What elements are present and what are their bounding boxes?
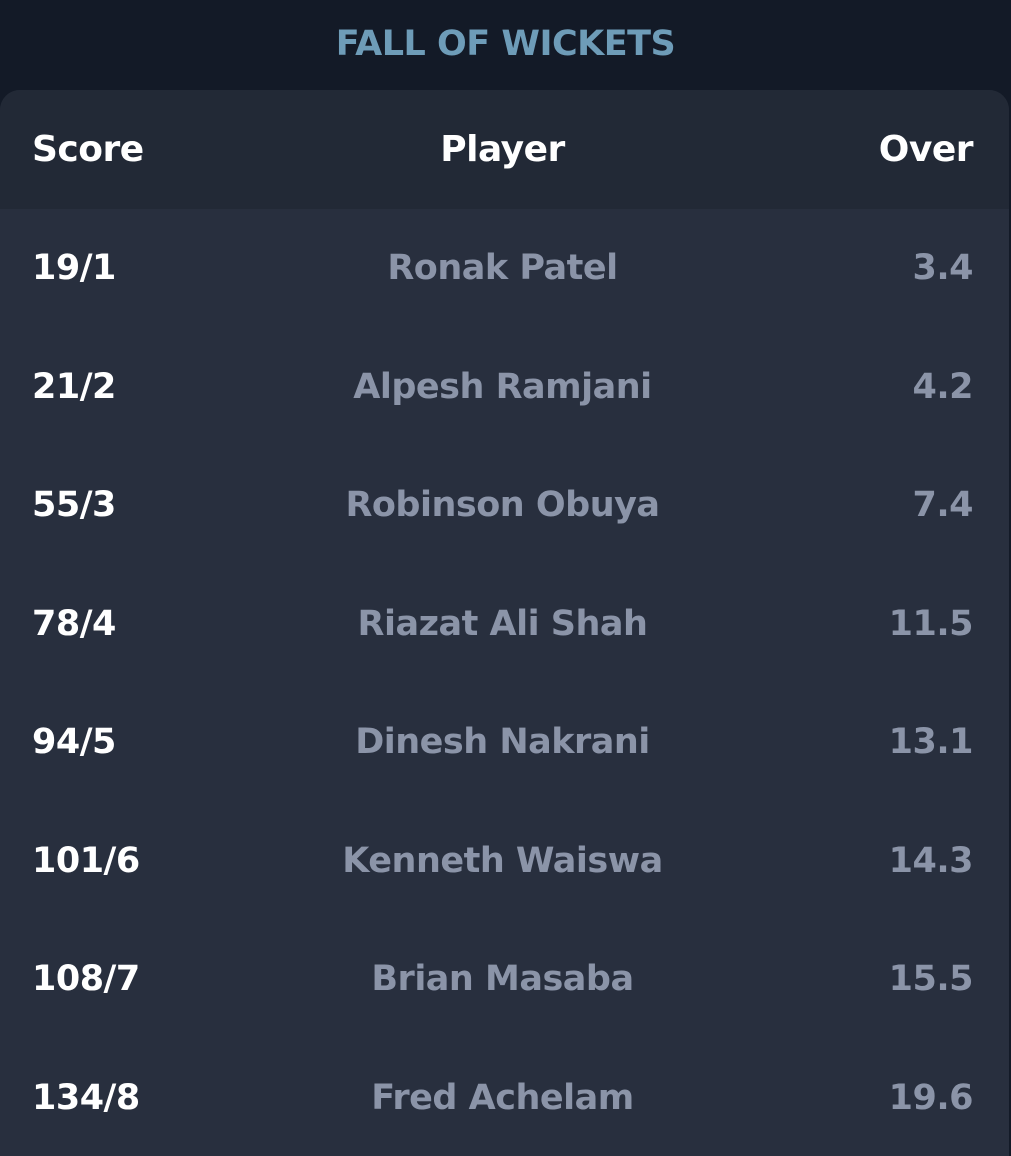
wicket-player[interactable]: Fred Achelam [371,1077,634,1118]
table-row: 94/5 Dinesh Nakrani 13.1 [0,683,1009,802]
section-title: FALL OF WICKETS [335,24,676,64]
wicket-player[interactable]: Dinesh Nakrani [355,722,650,763]
wicket-score: 134/8 [32,1077,140,1118]
wicket-score: 21/2 [32,366,116,407]
table-row: 78/4 Riazat Ali Shah 11.5 [0,565,1009,684]
wicket-over: 3.4 [912,248,973,289]
column-header-over: Over [878,129,974,170]
wicket-score: 19/1 [32,248,116,289]
wicket-over: 4.2 [912,366,973,407]
wicket-over: 13.1 [888,722,974,763]
wicket-score: 94/5 [32,722,116,763]
wicket-score: 108/7 [32,959,140,1000]
wicket-over: 7.4 [912,485,973,526]
wicket-score: 78/4 [32,603,116,644]
table-row: 21/2 Alpesh Ramjani 4.2 [0,328,1009,447]
wicket-over: 14.3 [888,840,974,881]
table-row: 19/1 Ronak Patel 3.4 [0,209,1009,328]
wicket-player[interactable]: Ronak Patel [387,248,618,289]
wicket-over: 19.6 [888,1077,974,1118]
fall-of-wickets-table: Score Player Over 19/1 Ronak Patel 3.4 2… [0,90,1009,1156]
wicket-player[interactable]: Alpesh Ramjani [353,366,652,407]
wicket-score: 101/6 [32,840,140,881]
wicket-player[interactable]: Kenneth Waiswa [342,840,663,881]
table-row: 101/6 Kenneth Waiswa 14.3 [0,802,1009,921]
table-header: Score Player Over [0,90,1009,209]
column-header-score: Score [32,129,144,170]
wicket-player[interactable]: Riazat Ali Shah [357,603,648,644]
wicket-over: 15.5 [888,959,974,1000]
column-header-player: Player [440,129,565,170]
wicket-player[interactable]: Brian Masaba [371,959,634,1000]
table-row: 134/8 Fred Achelam 19.6 [0,1039,1009,1156]
table-body: 19/1 Ronak Patel 3.4 21/2 Alpesh Ramjani… [0,209,1009,1156]
wicket-over: 11.5 [888,603,974,644]
wicket-score: 55/3 [32,485,116,526]
wicket-player[interactable]: Robinson Obuya [345,485,660,526]
table-row: 108/7 Brian Masaba 15.5 [0,920,1009,1039]
table-row: 55/3 Robinson Obuya 7.4 [0,446,1009,565]
